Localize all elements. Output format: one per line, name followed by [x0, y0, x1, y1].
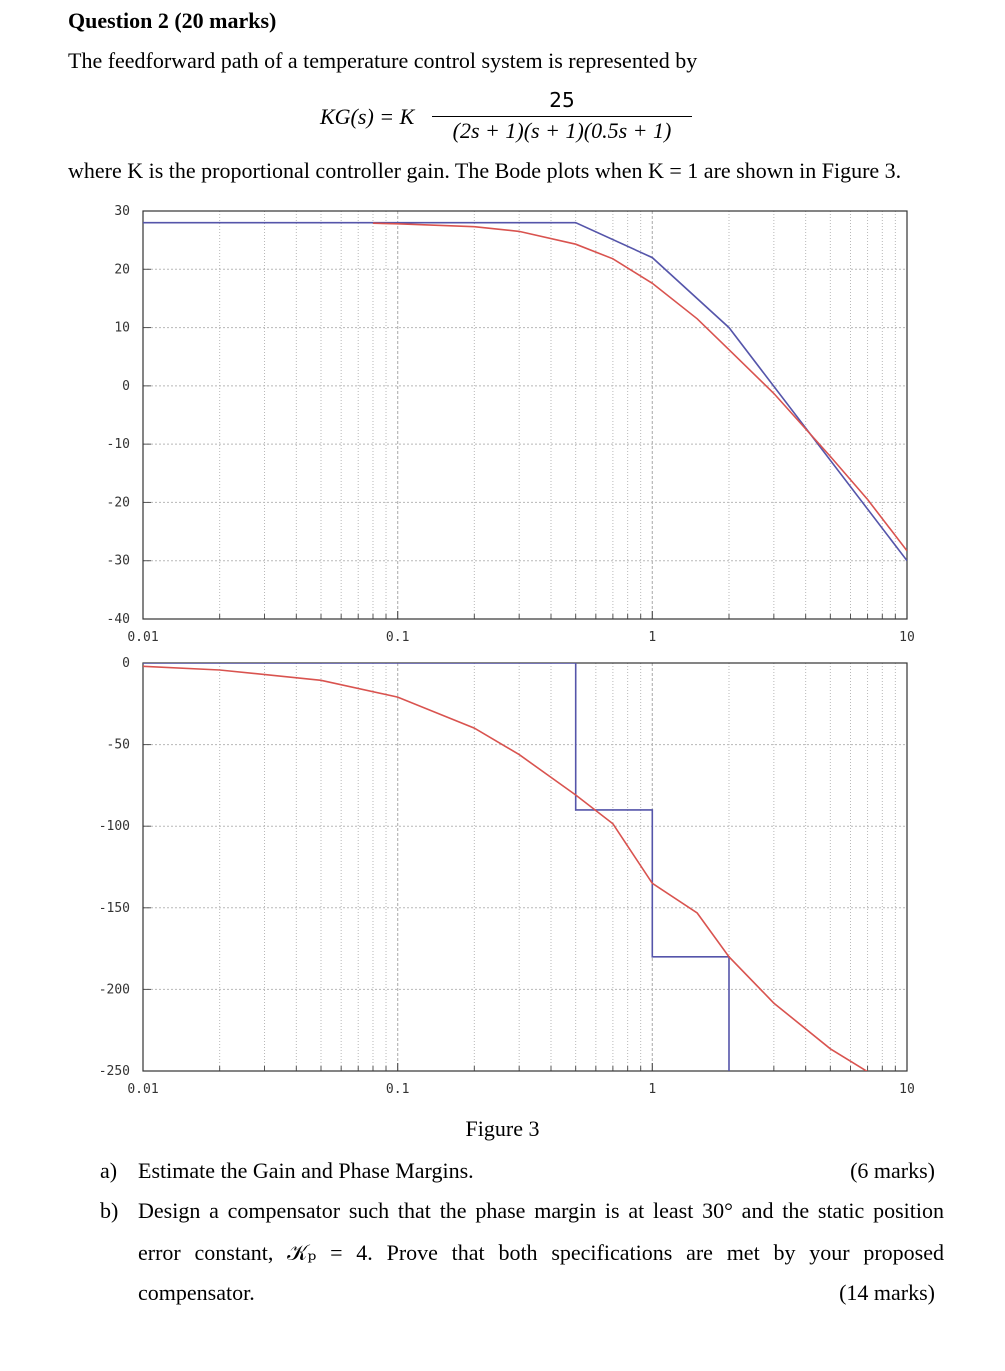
y-tick-label: -20: [107, 495, 130, 510]
plot-frame: [142, 662, 908, 1072]
equation-numerator: 25: [549, 88, 575, 112]
y-tick-label: -40: [107, 612, 130, 627]
x-tick-label: 0.01: [127, 1082, 158, 1097]
question-intro: The feedforward path of a temperature co…: [68, 48, 698, 73]
x-tick-label: 0.1: [386, 630, 409, 645]
part-b-line-1: Design a compensator such that the phase…: [138, 1198, 944, 1223]
transfer-function-equation: KG(s) = K 25 (2s + 1)(s + 1)(0.5s + 1): [320, 86, 740, 150]
bode-figure: 30 20 10 0 -10 -20 -30 -40 0.01 0.1 1 10 0 -50 -100 -1…: [99, 204, 915, 1097]
bode-phase-plot: 0 -50 -100 -150 -200 -250 0.01 0.1 1 10: [99, 656, 915, 1097]
y-tick-label: 10: [114, 321, 130, 336]
y-tick-label: -100: [99, 819, 130, 834]
part-b-line-2: error constant, 𝒦ₚ = 4. Prove that both …: [138, 1240, 944, 1265]
part-a-marks: (6 marks): [850, 1158, 935, 1183]
equation-fraction: 25 (2s + 1)(s + 1)(0.5s + 1): [432, 86, 692, 145]
x-tick-label: 10: [899, 1082, 915, 1097]
equation-denominator: (2s + 1)(s + 1)(0.5s + 1): [452, 118, 672, 143]
y-tick-label: -10: [107, 437, 130, 452]
y-tick-label: -250: [99, 1064, 130, 1079]
plot-frame: [142, 210, 908, 620]
y-tick-label: -30: [107, 554, 130, 569]
part-b-label: b): [100, 1198, 119, 1223]
exact-series-line: [143, 665, 868, 1071]
x-tick-label: 0.01: [127, 630, 158, 645]
where-text: where K is the proportional controller g…: [68, 158, 902, 183]
exact-series-line: [372, 222, 907, 552]
x-tick-label: 1: [648, 1082, 656, 1097]
bode-magnitude-plot: 30 20 10 0 -10 -20 -30 -40 0.01 0.1 1 10: [107, 204, 915, 645]
y-tick-label: -150: [99, 901, 130, 916]
y-tick-label: 30: [114, 204, 130, 219]
equation-lhs: KG(s) = K: [320, 104, 415, 129]
y-tick-label: 0: [122, 656, 130, 671]
x-tick-label: 1: [648, 630, 656, 645]
y-tick-label: 20: [114, 262, 130, 277]
asymptote-series-line: [143, 221, 907, 562]
part-b-marks: (14 marks): [839, 1280, 935, 1305]
x-tick-label: 0.1: [386, 1082, 409, 1097]
part-a-text: Estimate the Gain and Phase Margins.: [138, 1158, 474, 1183]
question-title: Question 2 (20 marks): [68, 8, 277, 33]
y-tick-label: -200: [99, 982, 130, 997]
y-tick-label: -50: [107, 738, 130, 753]
part-a-label: a): [100, 1158, 118, 1183]
x-tick-label: 10: [899, 630, 915, 645]
part-b-line-3: compensator.: [138, 1280, 255, 1305]
figure-caption: Figure 3: [465, 1116, 540, 1141]
y-tick-label: 0: [122, 379, 130, 394]
